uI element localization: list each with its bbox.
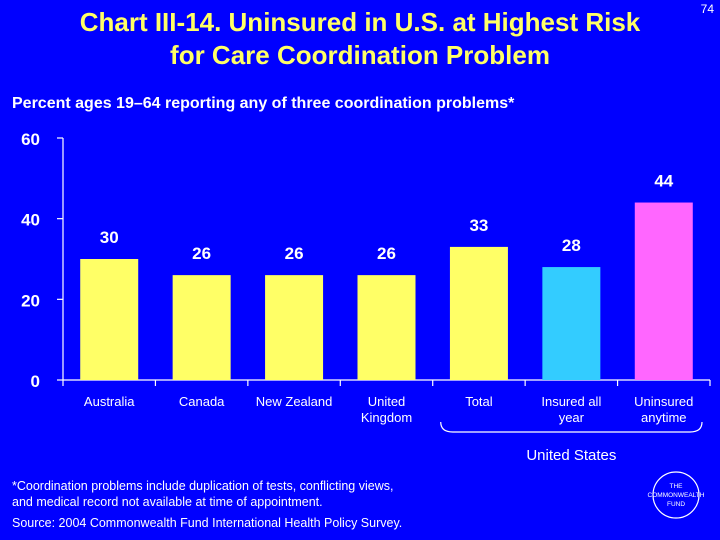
source-note: Source: 2004 Commonwealth Fund Internati… xyxy=(12,516,403,530)
y-tick-label: 0 xyxy=(31,372,40,391)
footnote-line-2: and medical record not available at time… xyxy=(12,495,323,509)
group-bracket xyxy=(440,421,703,433)
bar-united-kingdom xyxy=(357,275,416,380)
y-tick-label: 60 xyxy=(21,130,40,149)
bar-chart: 0 20 40 60 30 Australia 26 Canada 26 New Zealand 2… xyxy=(21,130,711,464)
bar-total xyxy=(449,246,508,380)
slide-number: 74 xyxy=(700,2,714,16)
x-category-label: Uninsured xyxy=(634,394,693,409)
footnote-line-1: *Coordination problems include duplicati… xyxy=(12,479,394,493)
bar-canada xyxy=(172,275,231,380)
footnote: *Coordination problems include duplicati… xyxy=(12,478,472,510)
bar-value-label: 33 xyxy=(469,216,488,235)
title-line-1: Chart III-14. Uninsured in U.S. at Highe… xyxy=(79,7,641,37)
x-category-label: Insured all xyxy=(541,394,601,409)
x-category-label: Canada xyxy=(179,394,225,409)
bar-value-label: 26 xyxy=(192,244,211,263)
bar-value-label: 26 xyxy=(285,244,304,263)
y-tick-label: 20 xyxy=(21,291,40,310)
x-category-label: year xyxy=(559,410,585,425)
chart-bars xyxy=(80,202,693,380)
bar-new-zealand xyxy=(265,275,324,380)
logo-line-3: FUND xyxy=(666,501,686,508)
x-category-label: Total xyxy=(465,394,493,409)
bar-australia xyxy=(80,259,139,380)
x-category-label: anytime xyxy=(641,410,687,425)
title-line-2: for Care Coordination Problem xyxy=(170,40,550,70)
x-category-label: United xyxy=(368,394,406,409)
group-label: United States xyxy=(526,447,616,464)
chart-subtitle: Percent ages 19–64 reporting any of thre… xyxy=(12,95,515,112)
chart-title: Chart III-14. Uninsured in U.S. at Highe… xyxy=(0,6,720,72)
y-tick-label: 40 xyxy=(21,211,40,230)
bar-value-label: 28 xyxy=(562,236,581,255)
x-category-label: New Zealand xyxy=(256,394,333,409)
bar-value-label: 44 xyxy=(654,172,673,191)
bar-insured-all-year xyxy=(542,267,601,380)
chart-labels: 0 20 40 60 30 Australia 26 Canada 26 New Zealand 2… xyxy=(21,130,693,464)
bar-uninsured-anytime xyxy=(634,202,693,380)
logo-text: THE COMMONWEALTH FUND xyxy=(640,482,712,509)
bar-value-label: 26 xyxy=(377,244,396,263)
logo-line-2: COMMONWEALTH xyxy=(647,492,705,499)
x-category-label: Australia xyxy=(84,394,135,409)
commonwealth-fund-logo-icon xyxy=(652,471,700,519)
logo-line-1: THE xyxy=(669,483,683,490)
x-category-label: Kingdom xyxy=(361,410,412,425)
bar-value-label: 30 xyxy=(100,228,119,247)
